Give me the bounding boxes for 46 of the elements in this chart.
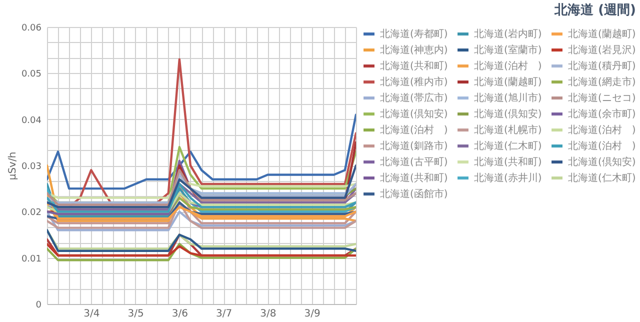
- legend-label: 北海道(赤井川): [474, 172, 542, 184]
- legend-label: 北海道(仁木町): [474, 140, 542, 152]
- x-tick-label: 3/7: [216, 308, 232, 320]
- legend-label: 北海道(札幌市): [474, 124, 542, 136]
- y-tick-label: 0.05: [21, 70, 42, 80]
- legend-label: 北海道(共和町): [380, 60, 448, 72]
- legend-label: 北海道(積丹町): [568, 60, 636, 72]
- legend-label: 北海道(倶知安): [380, 108, 448, 120]
- legend-label: 北海道(函館市): [380, 188, 448, 200]
- legend-label: 北海道(泊村 ): [568, 140, 636, 152]
- x-tick-label: 3/5: [128, 308, 144, 320]
- legend-label: 北海道(倶知安): [568, 156, 636, 168]
- legend-label: 北海道(帯広市): [380, 92, 448, 104]
- y-tick-label: 0.04: [21, 116, 42, 126]
- x-tick-label: 3/8: [260, 308, 276, 320]
- x-tick-label: 3/6: [172, 308, 188, 320]
- legend-label: 北海道(旭川市): [474, 92, 542, 104]
- legend-label: 北海道(共和町): [380, 172, 448, 184]
- legend-label: 北海道(泊村 ): [380, 124, 448, 136]
- legend-label: 北海道(稚内市): [380, 76, 448, 88]
- legend-label: 北海道(古平町): [380, 156, 448, 168]
- y-tick-label: 0.03: [21, 162, 42, 172]
- legend-label: 北海道(釧路市): [380, 140, 448, 152]
- y-tick-label: 0.01: [21, 254, 42, 264]
- y-tick-label: 0.06: [21, 24, 42, 34]
- legend-label: 北海道(余市町): [568, 108, 636, 120]
- y-tick-label: 0: [36, 300, 42, 310]
- legend-label: 北海道(仁木町): [568, 172, 636, 184]
- legend-label: 北海道(神恵内): [380, 44, 448, 56]
- legend-label: 北海道(岩見沢): [568, 44, 636, 56]
- legend-label: 北海道(倶知安): [474, 108, 542, 120]
- legend-label: 北海道(共和町): [474, 156, 542, 168]
- legend-label: 北海道(泊村 ): [568, 124, 636, 136]
- y-axis-title: μSv/h: [7, 152, 18, 180]
- legend-label: 北海道(岩内町): [474, 28, 542, 40]
- x-tick-label: 3/9: [304, 308, 320, 320]
- text: 北海道 (週間): [554, 3, 636, 18]
- y-tick-label: 0.02: [21, 208, 42, 218]
- legend-label: 北海道(蘭越町): [474, 76, 542, 88]
- legend-label: 北海道(網走市): [568, 76, 636, 88]
- legend-label: 北海道(室蘭市): [474, 44, 542, 56]
- legend-label: 北海道(蘭越町): [568, 28, 636, 40]
- legend-label: 北海道(寿都町): [380, 28, 448, 40]
- legend-label: 北海道(泊村 ): [474, 60, 542, 72]
- x-tick-label: 3/4: [84, 308, 100, 320]
- legend-label: 北海道(ニセコ): [568, 92, 636, 104]
